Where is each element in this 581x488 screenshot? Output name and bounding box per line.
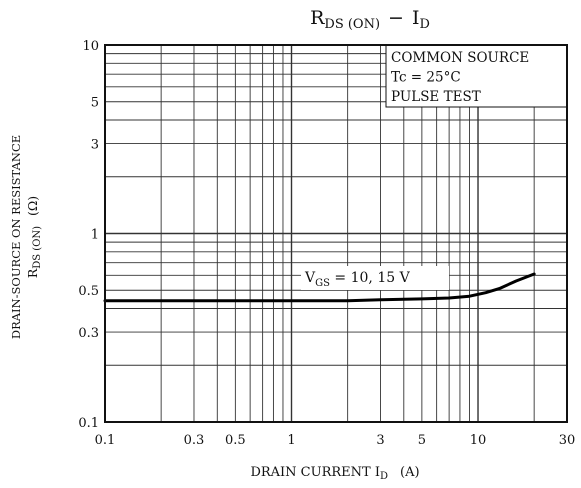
conditions-box: COMMON SOURCE Tc = 25°C PULSE TEST (385, 44, 568, 108)
x-tick-label: 0.3 (184, 433, 205, 448)
series-layer (103, 272, 536, 303)
x-tick-label: 0.1 (95, 433, 116, 448)
svg-text:DRAIN-SOURCE ON RESISTANCE: DRAIN-SOURCE ON RESISTANCE (9, 135, 23, 339)
series-label-group: VGS = 10, 15 V (301, 266, 449, 290)
x-tick-label: 3 (376, 433, 384, 448)
svg-text:RDS (ON)(Ω): RDS (ON)(Ω) (25, 196, 43, 278)
plot-frame (104, 44, 568, 423)
condition-common-source: COMMON SOURCE (391, 50, 529, 66)
y-tick-label: 0.3 (78, 326, 99, 341)
series-label: VGS = 10, 15 V (304, 270, 411, 289)
condition-pulse-test: PULSE TEST (391, 89, 481, 105)
y-tick-label: 10 (82, 39, 99, 54)
x-tick-label: 10 (470, 433, 487, 448)
chart-title: RDS (ON) − ID (310, 7, 430, 32)
chart-title-subscript: DS (ON) (324, 17, 380, 32)
y-axis-title: DRAIN-SOURCE ON RESISTANCE RDS (ON)(Ω) (9, 135, 43, 339)
y-tick-label: 0.1 (78, 416, 99, 431)
tick-labels: 0.1 0.3 0.5 1 3 5 10 30 0.1 0.3 0.5 1 3 5 10 (78, 39, 575, 448)
series-line-vgs-10-15v (103, 272, 536, 303)
x-tick-label: 0.5 (225, 433, 246, 448)
x-tick-label: 1 (287, 433, 295, 448)
x-axis-title: DRAIN CURRENT ID (A) (250, 465, 419, 482)
x-tick-label: 30 (559, 433, 576, 448)
y-tick-label: 1 (91, 228, 99, 243)
y-tick-label: 3 (91, 138, 99, 153)
condition-tc: Tc = 25°C (391, 70, 461, 86)
y-tick-label: 0.5 (78, 284, 99, 299)
y-tick-label: 5 (91, 96, 99, 111)
x-tick-label: 5 (418, 433, 426, 448)
